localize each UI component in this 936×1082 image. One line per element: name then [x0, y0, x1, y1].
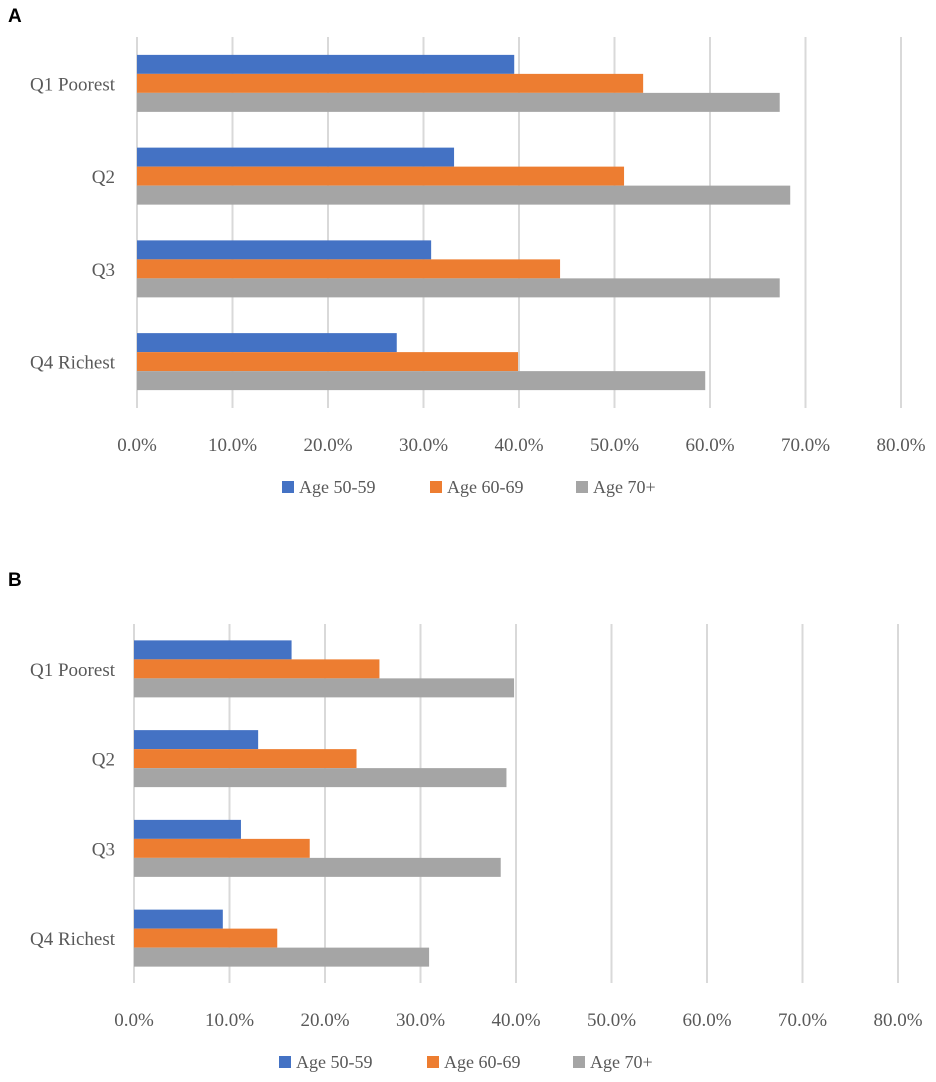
chart-a-bar — [137, 92, 780, 112]
chart-a-x-tick-label: 0.0% — [117, 435, 157, 456]
chart-b-bar — [134, 768, 507, 788]
chart-b-legend-label: Age 60-69 — [444, 1052, 520, 1072]
chart-a-bar — [137, 73, 644, 93]
chart-b-bar — [134, 730, 259, 750]
chart-a-bar — [137, 259, 561, 279]
chart-b-legend-swatch — [573, 1056, 585, 1068]
chart-a-bar — [137, 240, 432, 260]
chart-a-x-tick-label: 30.0% — [399, 435, 448, 456]
chart-a-legend-label: Age 50-59 — [299, 477, 375, 497]
chart-b-legend-label: Age 70+ — [590, 1052, 653, 1072]
chart-a-legend-label: Age 70+ — [593, 477, 656, 497]
chart-b-x-tick-label: 70.0% — [778, 1010, 827, 1031]
chart-a-legend-label: Age 60-69 — [447, 477, 523, 497]
chart-b-x-tick-label: 30.0% — [396, 1010, 445, 1031]
panel-b: B 0.0% 10.0% 20.0% 30.0% 40.0% 50.0% 60.0% 70.0… — [8, 570, 923, 1072]
chart-a-x-tick-label: 20.0% — [303, 435, 352, 456]
chart-a-category-label: Q1 Poorest — [30, 74, 116, 95]
chart-a-category-label: Q4 Richest — [30, 353, 116, 374]
chart-b-x-tick-label: 60.0% — [682, 1010, 731, 1031]
chart-a-bar — [137, 185, 791, 205]
chart-a-legend-swatch — [576, 481, 588, 493]
chart-b-x-tick-label: 20.0% — [300, 1010, 349, 1031]
chart-a-bar — [137, 371, 706, 391]
chart-b-category-label: Q2 — [92, 750, 115, 771]
panel-b-label: B — [8, 570, 22, 591]
chart-b-legend-label: Age 50-59 — [296, 1052, 372, 1072]
chart-b-bar — [134, 928, 278, 948]
chart-b-bar — [134, 947, 430, 967]
chart-a-x-tick-label: 60.0% — [685, 435, 734, 456]
chart-a-bar — [137, 278, 780, 298]
chart-a-bar — [137, 352, 519, 372]
chart-b-legend-swatch — [427, 1056, 439, 1068]
chart-a-bar — [137, 333, 397, 353]
chart-b-bar — [134, 659, 380, 679]
chart-b-bar — [134, 678, 515, 698]
chart-a-bar — [137, 166, 625, 186]
chart-b-x-tick-label: 80.0% — [873, 1010, 922, 1031]
chart-b-x-tick-label: 50.0% — [587, 1010, 636, 1031]
chart-a-legend-swatch — [430, 481, 442, 493]
chart-b-x-tick-label: 0.0% — [114, 1010, 154, 1031]
chart-b-legend-swatch — [279, 1056, 291, 1068]
chart-a-x-tick-label: 50.0% — [590, 435, 639, 456]
chart-b-bar — [134, 819, 241, 839]
chart-b-bar — [134, 749, 357, 769]
chart-b-x-tick-label: 40.0% — [491, 1010, 540, 1031]
chart-a-bar — [137, 147, 455, 167]
chart-a-category-label: Q2 — [92, 167, 115, 188]
panel-a: A 0.0% 10.0% 20.0% 30.0% 40.0% 50.0% 60.0% 70.0… — [8, 6, 926, 497]
chart-b-bar — [134, 909, 223, 929]
chart-b-bar — [134, 640, 292, 660]
chart-b-category-label: Q1 Poorest — [30, 660, 116, 681]
chart-b-x-tick-label: 10.0% — [205, 1010, 254, 1031]
chart-a-x-tick-label: 40.0% — [494, 435, 543, 456]
chart-b-bar — [134, 857, 501, 877]
chart-a-x-tick-label: 80.0% — [876, 435, 925, 456]
chart-a-bar — [137, 54, 515, 74]
chart-b-bar — [134, 838, 310, 858]
chart-a-x-tick-label: 70.0% — [781, 435, 830, 456]
chart-a-legend-swatch — [282, 481, 294, 493]
chart-a-category-label: Q3 — [92, 260, 115, 281]
chart-b-category-label: Q3 — [92, 839, 115, 860]
chart-b-category-label: Q4 Richest — [30, 929, 116, 950]
chart-a-x-tick-label: 10.0% — [208, 435, 257, 456]
panel-a-label: A — [8, 6, 22, 27]
